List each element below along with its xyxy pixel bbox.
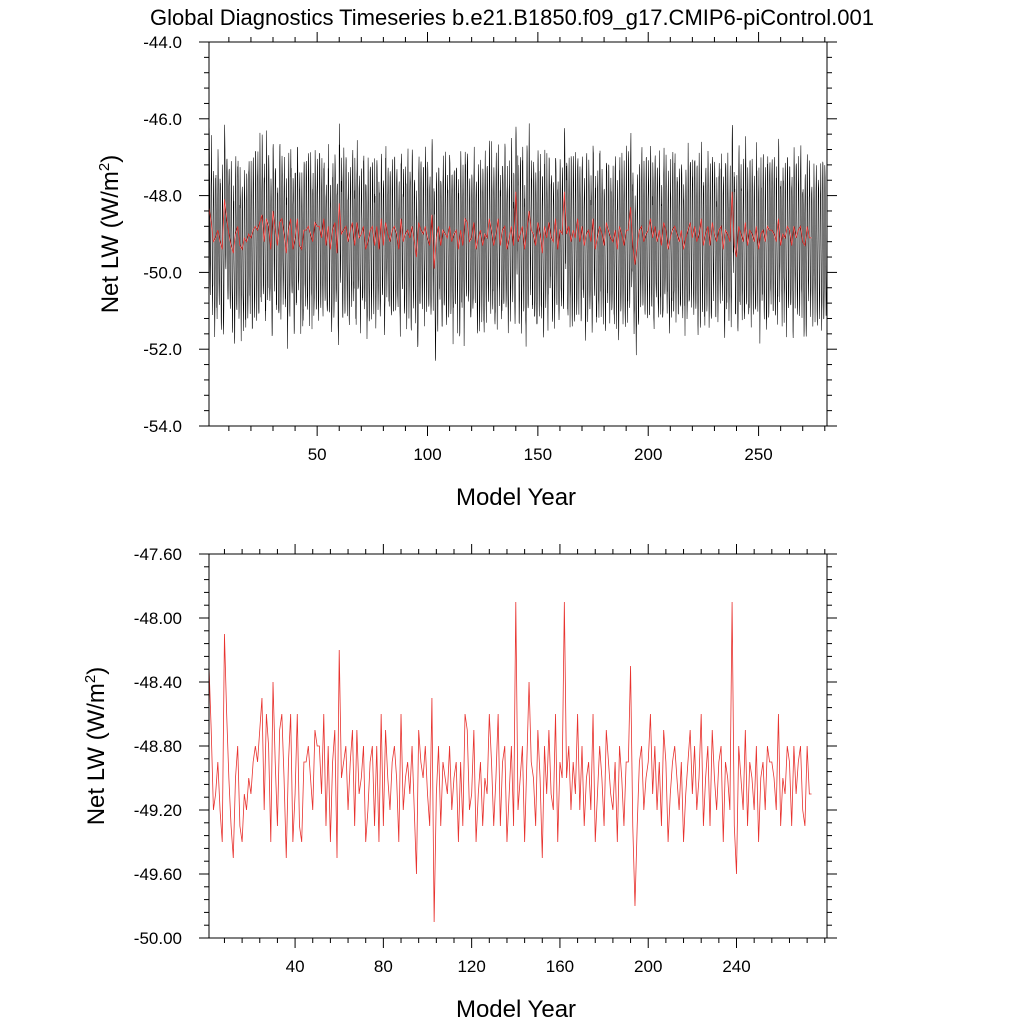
top-y-axis-label-sup: 2: [96, 163, 113, 171]
bottom-x-tick-label: 240: [722, 957, 750, 976]
bottom-x-tick-label: 120: [457, 957, 485, 976]
bottom-x-axis-label: Model Year: [456, 996, 576, 1023]
top-plot-frame: [208, 41, 828, 427]
bottom-y-tick-label: -49.20: [134, 801, 182, 820]
top-y-tick-label: -52.0: [143, 340, 182, 359]
bottom-y-tick-label: -47.60: [134, 545, 182, 564]
top-x-axis-label: Model Year: [456, 484, 576, 511]
bottom-x-tick-label: 160: [546, 957, 574, 976]
bottom-panel: 40 80 120 160 200 240 -50.00 -49.60 -49.20 -48.80…: [82, 544, 837, 1023]
bottom-x-tick-label: 80: [374, 957, 393, 976]
bottom-axes: 40 80 120 160 200 240 -50.00 -49.60 -49.20 -48.80…: [134, 544, 837, 976]
top-x-tick-label: 100: [413, 445, 441, 464]
bottom-plot-area: [209, 601, 812, 923]
top-series-monthly-line: [209, 123, 827, 361]
bottom-y-axis-label-close: ): [83, 667, 110, 675]
bottom-x-tick-label: 40: [286, 957, 305, 976]
top-y-tick-label: -48.0: [143, 187, 182, 206]
top-y-axis-label-close: ): [97, 155, 124, 163]
top-y-tick-label: -50.0: [143, 263, 182, 282]
top-panel: 50 100 150 200 250 -54.0 -52.0 -50.0 -48.0 -46.0 -…: [96, 32, 837, 511]
bottom-y-axis-label: Net LW (W/m2): [82, 667, 110, 826]
top-series-annual-line: [209, 191, 812, 269]
bottom-y-tick-label: -48.80: [134, 737, 182, 756]
top-plot-area: [209, 123, 827, 361]
top-y-tick-label: -46.0: [143, 110, 182, 129]
top-x-tick-label: 150: [524, 445, 552, 464]
top-x-tick-label: 50: [308, 445, 327, 464]
bottom-y-tick-label: -48.00: [134, 609, 182, 628]
bottom-y-tick-label: -49.60: [134, 865, 182, 884]
bottom-y-axis-label-main: Net LW (W/m: [83, 683, 110, 825]
figure-title: Global Diagnostics Timeseries b.e21.B185…: [150, 5, 874, 30]
top-y-axis-label: Net LW (W/m2): [96, 155, 124, 314]
top-x-tick-label: 200: [634, 445, 662, 464]
top-y-axis-label-main: Net LW (W/m: [97, 171, 124, 313]
bottom-series-annual-line: [209, 601, 812, 923]
top-x-tick-label: 250: [744, 445, 772, 464]
bottom-y-tick-label: -50.00: [134, 929, 182, 948]
bottom-x-tick-label: 200: [634, 957, 662, 976]
bottom-plot-frame: [208, 553, 828, 939]
bottom-y-tick-label: -48.40: [134, 673, 182, 692]
bottom-y-axis-label-sup: 2: [82, 675, 99, 683]
top-y-tick-label: -44.0: [143, 33, 182, 52]
top-y-tick-label: -54.0: [143, 417, 182, 436]
top-axes: 50 100 150 200 250 -54.0 -52.0 -50.0 -48.0 -46.0 -…: [143, 32, 837, 464]
